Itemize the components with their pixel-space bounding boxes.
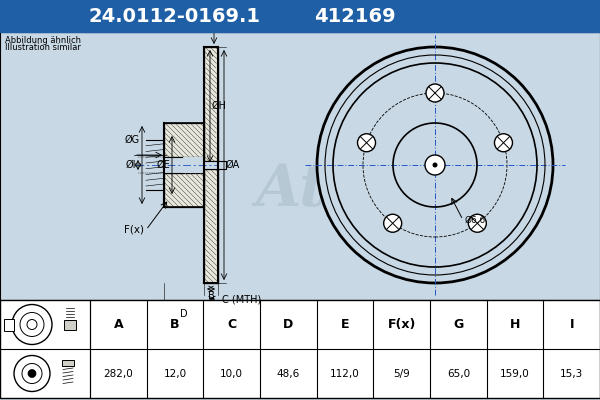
Bar	[164, 173, 204, 207]
Circle shape	[383, 214, 401, 232]
Bar	[0, 32, 600, 300]
Bar	[0, 300, 600, 398]
Text: D: D	[283, 318, 293, 331]
Bar	[163, 157, 205, 173]
Text: E: E	[341, 318, 349, 331]
Bar	[204, 47, 218, 161]
Text: 15,3: 15,3	[560, 368, 583, 378]
Text: 112,0: 112,0	[330, 368, 360, 378]
Text: 65,0: 65,0	[447, 368, 470, 378]
Circle shape	[433, 162, 437, 168]
Text: G: G	[453, 318, 463, 331]
Text: Illustration similar: Illustration similar	[5, 43, 81, 52]
Text: 159,0: 159,0	[500, 368, 530, 378]
Text: ØI: ØI	[125, 160, 136, 170]
Circle shape	[425, 155, 445, 175]
Text: F(x): F(x)	[388, 318, 416, 331]
Text: H: H	[510, 318, 520, 331]
Text: ØE: ØE	[156, 160, 170, 170]
Text: I: I	[569, 318, 574, 331]
Text: 12,0: 12,0	[163, 368, 187, 378]
Text: Abbildung ähnlich: Abbildung ähnlich	[5, 36, 81, 45]
Circle shape	[426, 84, 444, 102]
Bar	[64, 320, 76, 330]
Bar	[164, 123, 204, 157]
Text: B: B	[208, 291, 214, 301]
Text: ØA: ØA	[226, 160, 240, 170]
Text: 412169: 412169	[314, 6, 396, 26]
Bar	[62, 360, 74, 366]
Text: C: C	[227, 318, 236, 331]
Text: Ø6,6: Ø6,6	[465, 216, 486, 224]
Text: F(x): F(x)	[124, 225, 144, 235]
Bar	[4, 318, 14, 330]
Bar	[218, 161, 226, 169]
Text: A: A	[113, 318, 123, 331]
Text: B: B	[170, 318, 180, 331]
Text: 10,0: 10,0	[220, 368, 243, 378]
Bar	[0, 0, 600, 32]
Bar	[205, 161, 218, 169]
Text: ØH: ØH	[212, 101, 227, 111]
Bar	[204, 169, 218, 283]
Text: 282,0: 282,0	[103, 368, 133, 378]
Circle shape	[28, 370, 36, 378]
Text: 48,6: 48,6	[277, 368, 300, 378]
Circle shape	[469, 214, 487, 232]
Text: D: D	[180, 309, 188, 319]
Text: 5/9: 5/9	[393, 368, 410, 378]
Text: C (MTH): C (MTH)	[222, 294, 261, 304]
Circle shape	[317, 47, 553, 283]
Text: 24.0112-0169.1: 24.0112-0169.1	[89, 6, 261, 26]
Circle shape	[494, 134, 512, 152]
Text: Ate: Ate	[256, 162, 364, 218]
Text: ØG: ØG	[125, 135, 140, 145]
Circle shape	[358, 134, 376, 152]
